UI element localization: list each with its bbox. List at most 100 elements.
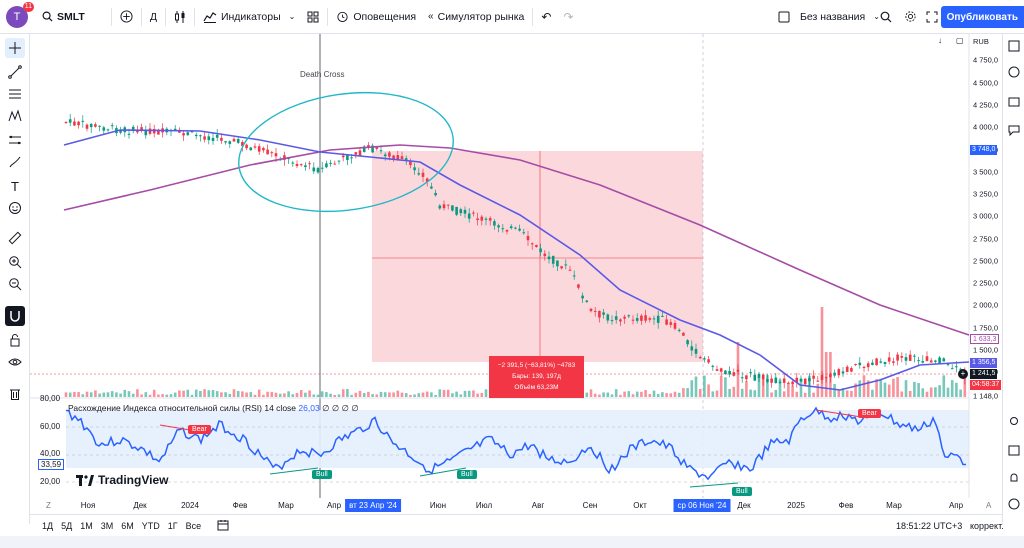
candle-body bbox=[266, 149, 269, 155]
volume-bar bbox=[89, 392, 93, 397]
templates-button[interactable] bbox=[301, 0, 325, 33]
candle-body bbox=[152, 128, 156, 134]
volume-bar bbox=[787, 383, 790, 397]
range-3m[interactable]: 3М bbox=[100, 520, 114, 531]
volume-bar bbox=[812, 392, 815, 397]
date-range-button[interactable] bbox=[217, 519, 229, 533]
candle-body bbox=[299, 164, 303, 166]
volume-bar bbox=[757, 377, 761, 397]
volume-bar bbox=[938, 385, 941, 397]
alerts-label: Оповещения bbox=[353, 10, 417, 23]
help-button[interactable] bbox=[1006, 496, 1022, 512]
candle-body bbox=[627, 315, 631, 317]
volume-bar bbox=[627, 391, 631, 397]
volume-bar bbox=[341, 389, 345, 397]
indicators-button[interactable]: Индикаторы ⌄ bbox=[197, 0, 301, 33]
redo-button[interactable]: ↷ bbox=[557, 0, 579, 33]
volume-bar bbox=[908, 390, 912, 397]
divider bbox=[327, 7, 329, 26]
fullscreen-button[interactable] bbox=[920, 0, 944, 33]
interval-button[interactable]: Д bbox=[144, 0, 163, 33]
fib-tool[interactable] bbox=[5, 84, 25, 104]
candle-body bbox=[543, 253, 547, 257]
watchlist-button[interactable] bbox=[1006, 38, 1022, 54]
range-all[interactable]: Все bbox=[185, 520, 202, 531]
text-tool[interactable]: T bbox=[5, 176, 25, 196]
candle-body bbox=[560, 266, 563, 269]
plus-circle-icon bbox=[120, 10, 133, 23]
range-1y[interactable]: 1Г bbox=[167, 520, 178, 531]
candle-body bbox=[812, 375, 815, 379]
volume-bar bbox=[766, 375, 769, 397]
quick-search-button[interactable] bbox=[874, 0, 898, 33]
zoom-in-icon bbox=[9, 256, 22, 269]
layout-button[interactable]: Без названия ⌄ bbox=[772, 0, 886, 33]
price-axis-label: 4 750,0 bbox=[972, 55, 998, 65]
candle-body bbox=[371, 145, 374, 153]
range-ytd[interactable]: YTD bbox=[141, 520, 160, 531]
scale-mode-icon[interactable]: ↓ bbox=[938, 36, 942, 45]
settings-button[interactable] bbox=[898, 0, 923, 33]
symbol-search-button[interactable]: SMLT bbox=[36, 0, 91, 33]
candle-body bbox=[245, 144, 248, 149]
forecast-tool[interactable] bbox=[5, 130, 25, 150]
emoji-tool[interactable] bbox=[5, 198, 25, 218]
price-axis-label: 3 500,0 bbox=[972, 167, 998, 177]
candle-body bbox=[497, 225, 500, 228]
candle-body bbox=[694, 348, 698, 354]
time-axis[interactable]: Z Ноя Дек 2024 Фев Мар Апр Июн Июл Авг Сен Окт Дек 2… bbox=[30, 498, 991, 514]
volume-bar bbox=[598, 394, 601, 397]
undo-button[interactable]: ↶ bbox=[535, 0, 557, 33]
volume-bar bbox=[299, 390, 303, 397]
ma50-line bbox=[63, 129, 970, 391]
range-5d[interactable]: 5Д bbox=[61, 520, 73, 531]
chat-button[interactable] bbox=[1006, 122, 1022, 138]
zoom-in-tool[interactable] bbox=[5, 252, 25, 272]
candle-body bbox=[795, 377, 799, 383]
magnet-tool[interactable] bbox=[5, 306, 25, 326]
ideas-button[interactable] bbox=[1006, 414, 1022, 430]
brush-tool[interactable] bbox=[5, 152, 25, 172]
data-window-button[interactable] bbox=[1006, 94, 1022, 110]
rsi-legend[interactable]: Расхождение Индекса относительной силы (… bbox=[68, 403, 359, 414]
candle-body bbox=[451, 205, 454, 211]
auto-scale-icon[interactable]: A bbox=[986, 501, 992, 510]
candle-body bbox=[770, 378, 773, 383]
candle-body bbox=[938, 357, 941, 364]
tradingview-logo[interactable]: TradingView bbox=[76, 473, 168, 487]
calendar-button[interactable] bbox=[1006, 442, 1022, 458]
range-1m[interactable]: 1М bbox=[80, 520, 93, 531]
crosshair-tool[interactable] bbox=[5, 38, 25, 58]
adjust-toggle[interactable]: коррект. bbox=[970, 520, 1004, 531]
ruler-tool[interactable] bbox=[5, 228, 25, 248]
trendline-tool[interactable] bbox=[5, 62, 25, 82]
alerts-button[interactable]: Оповещения bbox=[330, 0, 422, 33]
currency-label[interactable]: RUB bbox=[973, 37, 989, 46]
volume-bar bbox=[354, 392, 358, 397]
lock-drawings-tool[interactable] bbox=[5, 330, 25, 350]
compare-button[interactable] bbox=[114, 0, 139, 33]
hide-drawings-tool[interactable] bbox=[5, 352, 25, 372]
clock-label[interactable]: 18:51:22 UTC+3 bbox=[896, 520, 963, 531]
user-avatar[interactable]: T 11 bbox=[6, 1, 34, 28]
zoom-out-tool[interactable] bbox=[5, 274, 25, 294]
candle-body bbox=[896, 354, 899, 361]
notifications-button[interactable] bbox=[1006, 470, 1022, 486]
chart-type-button[interactable] bbox=[168, 0, 192, 33]
candle-body bbox=[362, 146, 366, 152]
candle-body bbox=[421, 172, 425, 177]
trash-icon bbox=[10, 389, 20, 400]
replay-button[interactable]: « Симулятор рынка bbox=[422, 0, 530, 33]
candle-body bbox=[350, 157, 353, 159]
range-6m[interactable]: 6М bbox=[121, 520, 134, 531]
range-1d[interactable]: 1Д bbox=[42, 520, 54, 531]
alerts-panel-button[interactable] bbox=[1006, 64, 1022, 80]
price-axis[interactable]: RUB 4 750,04 500,04 250,04 000,03 750,03… bbox=[969, 34, 1002, 401]
time-axis-zoom-icon[interactable]: Z bbox=[46, 501, 51, 510]
publish-button[interactable]: Опубликовать bbox=[940, 6, 1024, 28]
add-alert-icon[interactable]: + bbox=[958, 369, 968, 379]
scale-settings-icon[interactable]: ▢ bbox=[956, 36, 964, 45]
delete-drawings-tool[interactable] bbox=[5, 384, 25, 404]
pattern-tool[interactable] bbox=[5, 106, 25, 126]
